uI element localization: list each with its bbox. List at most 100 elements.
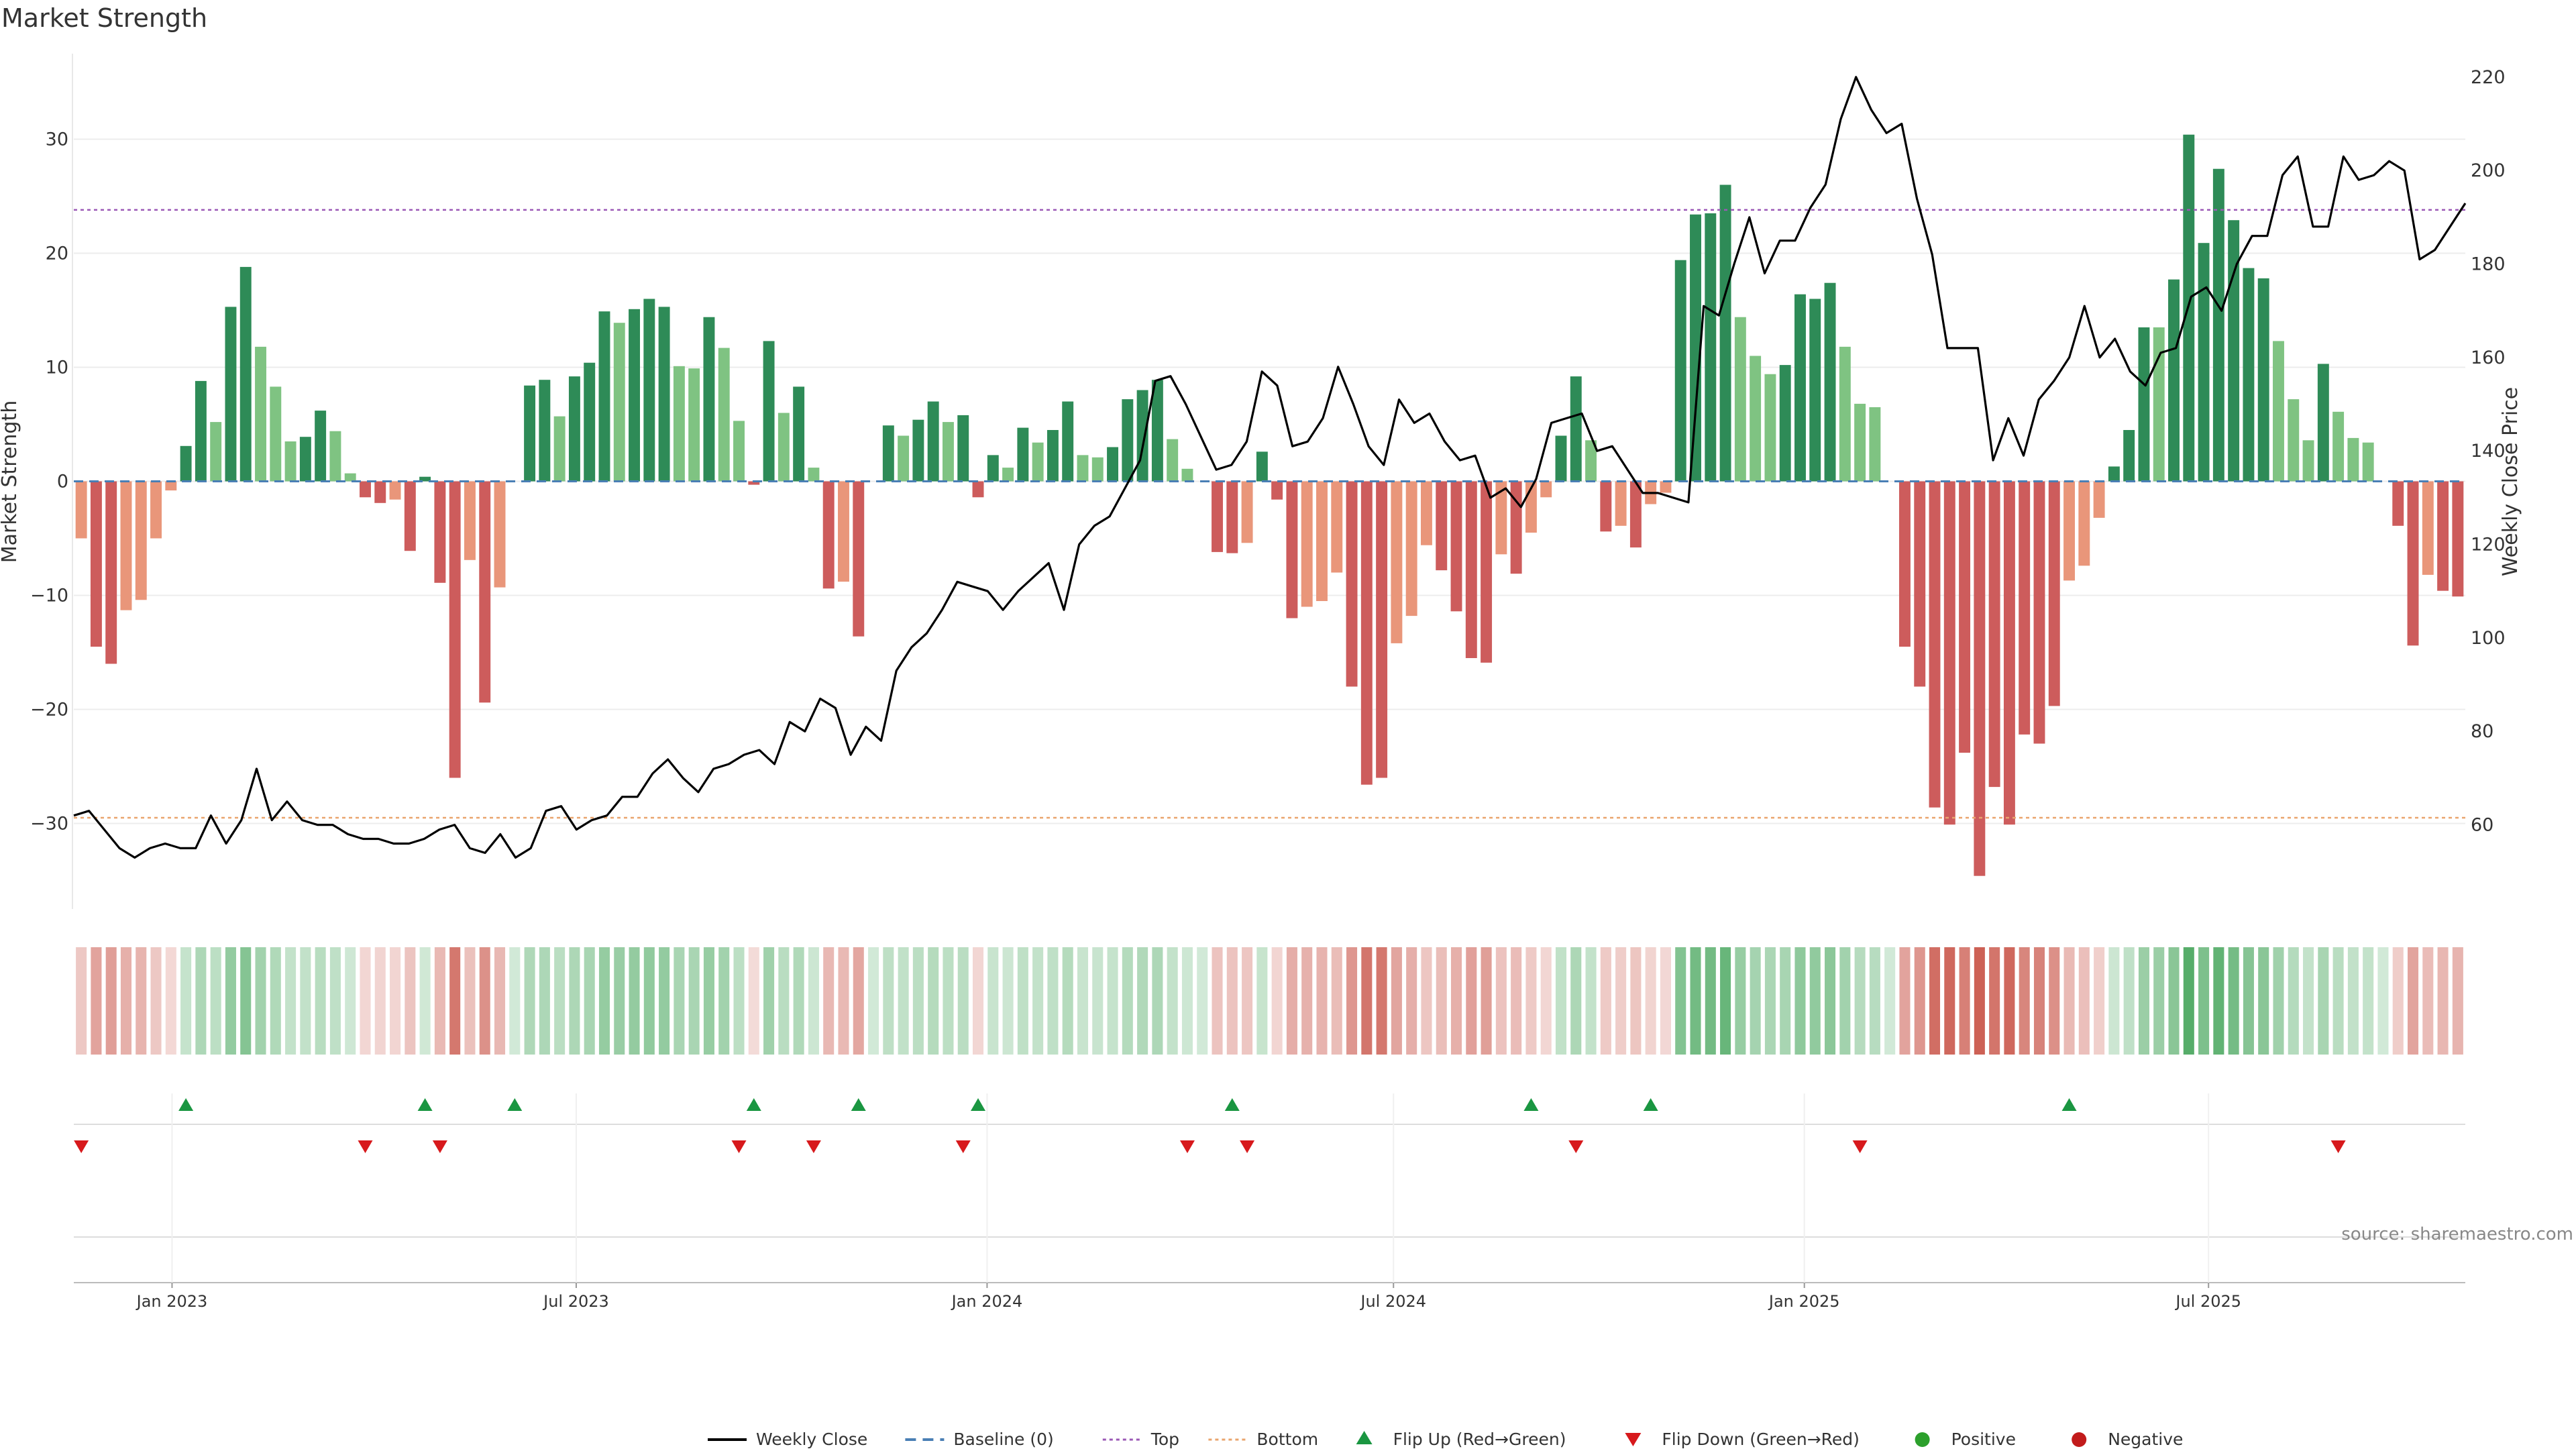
heat-cell <box>1167 947 1178 1055</box>
strength-bar <box>1091 457 1104 482</box>
strength-bar <box>1376 481 1388 778</box>
strength-bar <box>1779 365 1791 482</box>
heat-cell <box>419 947 431 1055</box>
legend-item: Positive <box>1915 1430 2016 1449</box>
strength-bar <box>1301 481 1313 607</box>
heat-cell <box>1047 947 1059 1055</box>
strength-bar <box>210 422 222 482</box>
strength-bar <box>329 431 341 482</box>
heat-cell <box>793 947 804 1055</box>
strength-heat-strip <box>76 947 2463 1055</box>
strength-bar <box>598 311 610 482</box>
right-tick-label: 220 <box>2471 67 2506 88</box>
heat-cell <box>629 947 640 1055</box>
heat-cell <box>2078 947 2090 1055</box>
heat-cell <box>614 947 625 1055</box>
left-tick-label: −20 <box>30 700 68 720</box>
strength-bar <box>2228 220 2240 482</box>
legend-label: Flip Up (Red→Green) <box>1393 1430 1566 1449</box>
source-label: source: sharemaestro.com <box>2341 1224 2573 1244</box>
strength-bar <box>2123 430 2135 482</box>
strength-bar <box>927 401 939 482</box>
left-tick-label: 0 <box>57 472 68 492</box>
legend-item: Bottom <box>1208 1430 1318 1449</box>
strength-bar <box>1914 481 1926 687</box>
legend-label: Baseline (0) <box>953 1430 1053 1449</box>
right-axis-label: Weekly Close Price <box>2499 387 2522 576</box>
heat-cell <box>1899 947 1911 1055</box>
heat-cell <box>1466 947 1477 1055</box>
strength-bar <box>539 380 551 482</box>
heat-cell <box>374 947 386 1055</box>
strength-bar <box>479 481 491 703</box>
strength-bar <box>225 307 237 482</box>
strength-bar <box>2422 481 2434 575</box>
heat-cell <box>718 947 730 1055</box>
flip-down-marker <box>955 1140 971 1153</box>
strength-bar <box>2019 481 2031 735</box>
flip-down-marker <box>358 1140 373 1153</box>
strength-bar <box>1750 356 1762 482</box>
flip-up-marker <box>178 1098 194 1111</box>
strength-bar <box>105 481 117 664</box>
x-tick-label: Jan 2024 <box>951 1292 1023 1311</box>
legend-item: Baseline (0) <box>905 1430 1054 1449</box>
heat-cell <box>659 947 670 1055</box>
flip-down-marker <box>2330 1140 2346 1153</box>
strength-bar <box>748 481 760 485</box>
strength-bar <box>2347 437 2359 482</box>
heat-cell <box>1525 947 1537 1055</box>
heat-cell <box>1630 947 1642 1055</box>
heat-cell <box>1570 947 1582 1055</box>
legend-label: Flip Down (Green→Red) <box>1662 1430 1860 1449</box>
flip-up-marker <box>2061 1098 2077 1111</box>
heat-cell <box>1107 947 1118 1055</box>
right-tick-label: 140 <box>2471 441 2506 462</box>
heat-cell <box>2422 947 2434 1055</box>
heat-cell <box>1002 947 1014 1055</box>
heat-cell <box>1600 947 1611 1055</box>
heat-cell <box>1481 947 1492 1055</box>
heat-cell <box>1391 947 1402 1055</box>
strength-bar <box>1824 282 1836 482</box>
strength-bar <box>1360 481 1373 785</box>
heat-cell <box>2033 947 2045 1055</box>
strength-bar <box>2288 399 2300 482</box>
right-tick-label: 120 <box>2471 535 2506 555</box>
strength-bar <box>2273 341 2284 482</box>
heat-cell <box>1540 947 1552 1055</box>
heat-cell <box>1705 947 1716 1055</box>
heat-cell <box>91 947 102 1055</box>
legend-label: Positive <box>1951 1430 2016 1449</box>
heat-cell <box>2153 947 2165 1055</box>
heat-cell <box>509 947 521 1055</box>
heat-cell <box>853 947 864 1055</box>
heat-cell <box>1122 947 1133 1055</box>
strength-bar <box>793 386 805 482</box>
strength-bar <box>1854 403 1866 482</box>
strength-bar <box>1032 442 1044 482</box>
heat-cell <box>554 947 566 1055</box>
strength-bar <box>464 481 476 560</box>
flip-up-marker <box>971 1098 986 1111</box>
heat-cell <box>2318 947 2329 1055</box>
heat-cell <box>1301 947 1313 1055</box>
strength-bar <box>2168 279 2180 482</box>
heat-cell <box>405 947 416 1055</box>
heat-cell <box>943 947 954 1055</box>
strength-bar <box>2317 364 2329 482</box>
heat-cell <box>883 947 894 1055</box>
strength-bar <box>853 481 865 637</box>
x-tick-label: Jul 2025 <box>2174 1292 2241 1311</box>
heat-cell <box>2183 947 2194 1055</box>
heat-cell <box>449 947 461 1055</box>
heat-cell <box>898 947 909 1055</box>
heat-cell <box>1152 947 1163 1055</box>
strength-bar <box>90 481 102 647</box>
heat-cell <box>987 947 999 1055</box>
strength-bar <box>2198 243 2210 482</box>
heat-cell <box>1884 947 1896 1055</box>
strength-bar <box>315 411 327 482</box>
heat-cell <box>1077 947 1089 1055</box>
right-tick-label: 60 <box>2471 815 2493 836</box>
